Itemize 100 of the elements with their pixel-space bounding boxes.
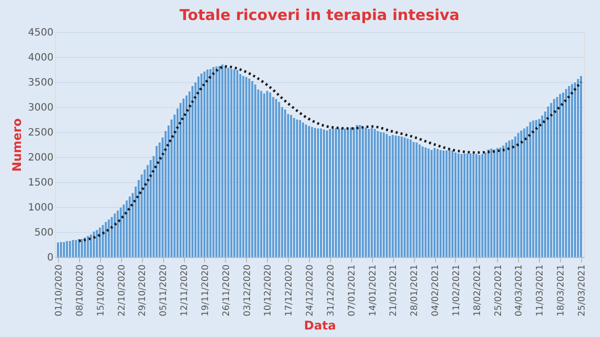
bar — [562, 92, 564, 257]
bar — [505, 142, 508, 257]
y-tick-label: 500 — [34, 228, 54, 238]
bar — [74, 240, 77, 257]
bar — [484, 152, 486, 257]
chart-title: Totale ricoveri in terapia intesiva — [179, 6, 460, 24]
bar — [469, 154, 472, 257]
bar — [547, 106, 550, 257]
bar — [311, 127, 314, 257]
bar — [442, 150, 445, 257]
bar — [80, 239, 83, 257]
bar — [418, 144, 421, 257]
bar — [440, 150, 442, 257]
bar — [529, 122, 532, 257]
bar — [334, 128, 337, 257]
x-axis-title: Data — [304, 318, 336, 332]
bar — [370, 128, 373, 257]
bar — [332, 128, 334, 257]
bar — [380, 132, 382, 257]
bar — [110, 217, 113, 257]
bar — [62, 242, 65, 257]
bar — [305, 124, 308, 257]
bar — [126, 200, 128, 257]
bar — [532, 120, 534, 257]
bar — [364, 128, 367, 257]
bar — [460, 154, 462, 257]
bar — [56, 242, 59, 257]
bar — [200, 74, 202, 257]
x-tick-label: 11/02/2021 — [452, 264, 462, 316]
bar — [290, 115, 292, 257]
bar — [352, 128, 355, 257]
bar — [490, 148, 492, 257]
bar — [218, 66, 220, 257]
bar — [209, 69, 212, 257]
bar — [182, 98, 185, 257]
x-tick-label: 29/10/2020 — [138, 264, 148, 316]
bar — [535, 120, 538, 257]
bar — [394, 136, 397, 257]
bar — [406, 138, 409, 257]
bar — [245, 77, 248, 257]
bar — [116, 210, 119, 257]
bar — [328, 129, 331, 257]
y-tick-label: 4000 — [28, 52, 54, 64]
bar — [86, 236, 89, 257]
bar — [308, 126, 310, 257]
bar — [410, 140, 412, 257]
bar — [446, 150, 448, 257]
bar — [568, 86, 570, 257]
x-tick-label: 08/10/2020 — [75, 264, 86, 316]
x-tick-label: 22/10/2020 — [117, 264, 128, 316]
bar — [96, 230, 98, 257]
x-tick-label: 25/02/2021 — [494, 264, 504, 316]
bar — [422, 146, 424, 257]
bar — [78, 239, 80, 257]
bar — [102, 225, 104, 257]
bar — [436, 149, 439, 257]
bar — [517, 133, 520, 257]
bar — [72, 240, 74, 257]
bar — [511, 140, 514, 257]
bar — [314, 128, 316, 257]
bar — [424, 148, 427, 257]
bar — [541, 116, 544, 257]
y-tick-label: 3500 — [28, 78, 54, 88]
bar — [221, 64, 224, 257]
y-tick-label: 4500 — [28, 28, 54, 38]
bar — [496, 148, 498, 257]
bar — [338, 128, 340, 257]
bar — [122, 204, 125, 257]
bar — [392, 135, 394, 257]
bar — [60, 242, 62, 257]
bar — [481, 154, 484, 257]
bar — [203, 72, 206, 257]
bar — [412, 142, 415, 257]
bar — [104, 222, 107, 257]
bar — [448, 150, 451, 257]
bar — [368, 129, 370, 257]
bar — [382, 132, 385, 257]
bar — [156, 146, 158, 257]
bar — [538, 119, 540, 257]
x-tick-label: 04/02/2021 — [431, 264, 442, 316]
bar — [398, 136, 400, 257]
y-tick-label: 2500 — [28, 128, 54, 138]
bar — [251, 81, 254, 257]
bar — [550, 103, 552, 257]
x-tick-label: 25/03/2021 — [578, 264, 588, 316]
bar — [186, 96, 188, 257]
bar — [284, 110, 286, 257]
bar — [434, 148, 436, 257]
bar — [499, 148, 502, 257]
bar — [376, 131, 379, 257]
bar — [248, 78, 250, 257]
x-tick-label: 17/12/2020 — [284, 264, 295, 316]
bar — [416, 142, 418, 257]
y-tick-label: 2000 — [28, 152, 54, 164]
bar — [326, 130, 328, 257]
bar — [114, 214, 116, 257]
x-tick-label: 14/01/2021 — [368, 264, 378, 316]
bar — [206, 70, 208, 257]
y-tick-label: 1500 — [28, 178, 54, 188]
x-tick-label: 10/12/2020 — [264, 264, 274, 316]
